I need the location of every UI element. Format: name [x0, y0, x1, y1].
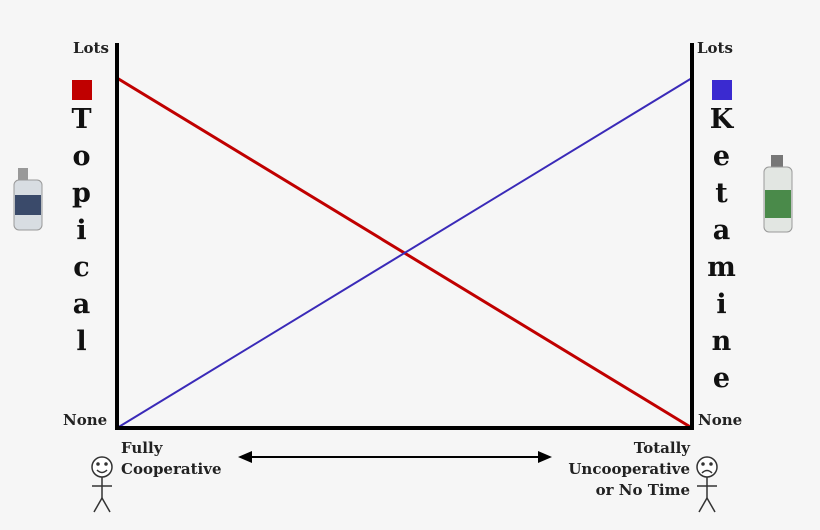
- ketamine-vial: [763, 155, 793, 233]
- x-left-label: Fully Cooperative: [121, 439, 222, 478]
- topical-swatch: [72, 80, 92, 100]
- left-top-label: Lots: [73, 39, 109, 57]
- ketamine-swatch: [712, 80, 732, 100]
- right-top-label: Lots: [697, 39, 733, 57]
- happy-face: [91, 456, 113, 513]
- arrow: [238, 451, 552, 463]
- x-right-label: Totally Uncooperative or No Time: [568, 439, 690, 499]
- right-bottom-label: None: [698, 411, 743, 429]
- sad-face: [696, 456, 718, 513]
- topical-label: Topical: [66, 104, 97, 363]
- ketamine-line: [116, 77, 693, 429]
- left-bottom-label: None: [63, 411, 108, 429]
- ketamine-label: Ketamine: [706, 104, 737, 400]
- topical-vial: [13, 168, 43, 231]
